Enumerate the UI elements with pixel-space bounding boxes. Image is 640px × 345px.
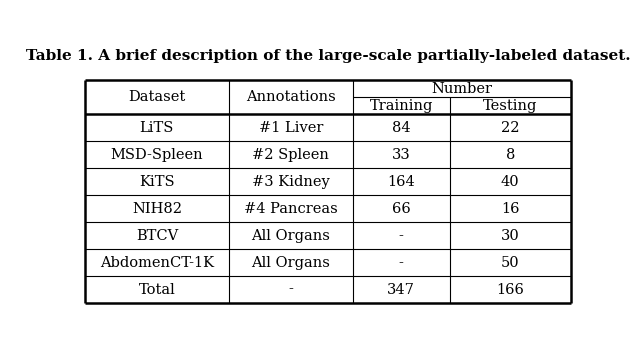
Text: 164: 164 xyxy=(387,175,415,189)
Text: MSD-Spleen: MSD-Spleen xyxy=(111,148,203,162)
Text: #2 Spleen: #2 Spleen xyxy=(252,148,329,162)
Text: BTCV: BTCV xyxy=(136,229,178,243)
Text: Number: Number xyxy=(431,81,492,96)
Text: -: - xyxy=(399,256,404,270)
Text: 8: 8 xyxy=(506,148,515,162)
Text: Annotations: Annotations xyxy=(246,90,335,104)
Text: AbdomenCT-1K: AbdomenCT-1K xyxy=(100,256,214,270)
Text: 84: 84 xyxy=(392,121,410,135)
Text: Testing: Testing xyxy=(483,99,538,113)
Text: 22: 22 xyxy=(501,121,520,135)
Text: 66: 66 xyxy=(392,202,410,216)
Text: 50: 50 xyxy=(501,256,520,270)
Text: All Organs: All Organs xyxy=(252,256,330,270)
Text: #1 Liver: #1 Liver xyxy=(259,121,323,135)
Text: #4 Pancreas: #4 Pancreas xyxy=(244,202,338,216)
Text: All Organs: All Organs xyxy=(252,229,330,243)
Text: Table 1. A brief description of the large-scale partially-labeled dataset.: Table 1. A brief description of the larg… xyxy=(26,49,630,63)
Text: 30: 30 xyxy=(501,229,520,243)
Text: NIH82: NIH82 xyxy=(132,202,182,216)
Text: 347: 347 xyxy=(387,283,415,297)
Text: -: - xyxy=(289,283,293,297)
Text: LiTS: LiTS xyxy=(140,121,174,135)
Text: -: - xyxy=(399,229,404,243)
Text: 16: 16 xyxy=(501,202,520,216)
Text: 33: 33 xyxy=(392,148,410,162)
Text: Total: Total xyxy=(138,283,175,297)
Text: KiTS: KiTS xyxy=(139,175,175,189)
Text: 166: 166 xyxy=(497,283,524,297)
Text: Dataset: Dataset xyxy=(128,90,186,104)
Text: Training: Training xyxy=(369,99,433,113)
Text: 40: 40 xyxy=(501,175,520,189)
Text: #3 Kidney: #3 Kidney xyxy=(252,175,330,189)
